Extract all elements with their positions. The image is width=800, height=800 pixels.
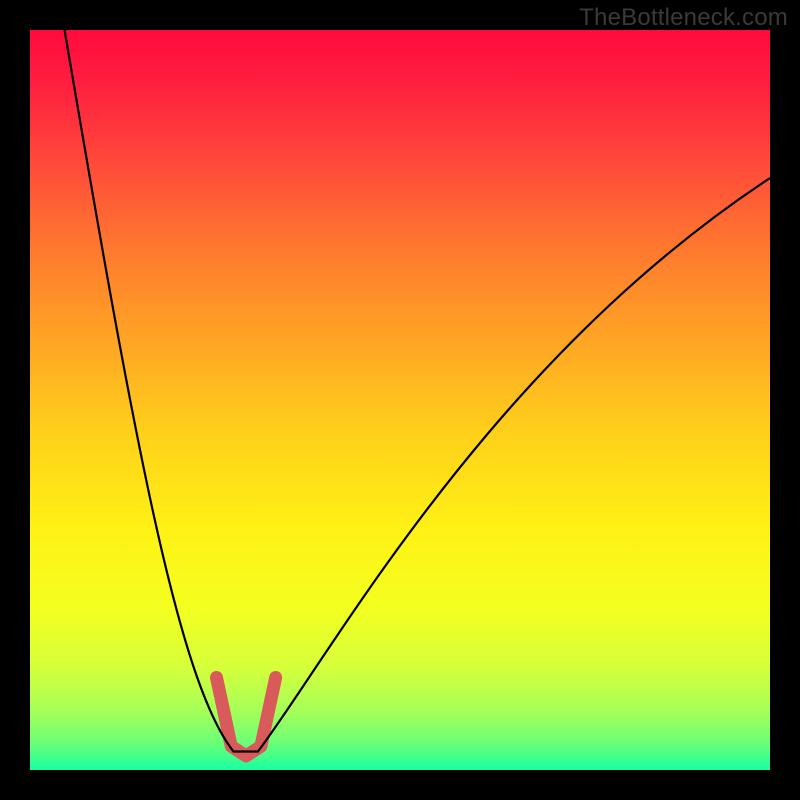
chart-frame: TheBottleneck.com bbox=[0, 0, 800, 800]
gradient-background bbox=[30, 30, 770, 770]
watermark-text: TheBottleneck.com bbox=[579, 4, 788, 32]
chart-svg bbox=[0, 0, 800, 800]
